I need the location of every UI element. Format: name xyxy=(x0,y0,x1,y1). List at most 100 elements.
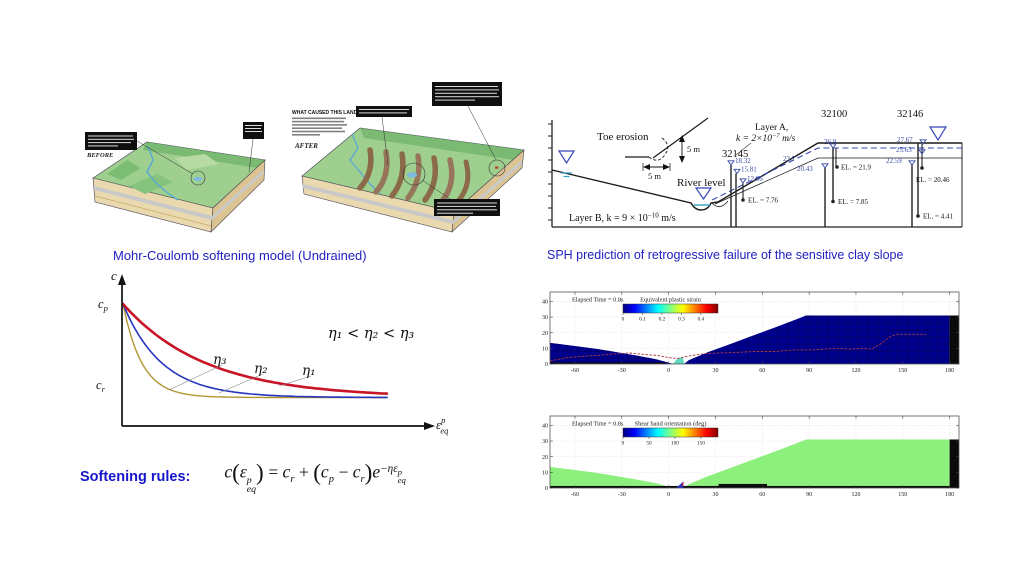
elapsed-time-label: Elapsed Time = 0.8s xyxy=(572,297,624,304)
svg-text:0: 0 xyxy=(622,441,625,447)
svg-text:90: 90 xyxy=(806,368,812,374)
after-heading: WHAT CAUSED THIS LANDSLIDE? xyxy=(292,110,375,116)
svg-text:EL. = 20.46: EL. = 20.46 xyxy=(916,176,950,184)
strata-line xyxy=(94,195,212,227)
axis-ticks xyxy=(550,416,959,489)
pond xyxy=(407,172,417,178)
svg-text:180: 180 xyxy=(945,368,954,374)
vertical-dimension-label: 5 m xyxy=(687,144,700,154)
piezometer-triangle xyxy=(908,160,916,166)
vertical-dimension-arrow xyxy=(679,135,685,163)
elapsed-time-label: Elapsed Time = 0.8s xyxy=(572,421,624,428)
svg-text:60: 60 xyxy=(759,368,765,374)
horizontal-dimension-label: 5 m xyxy=(648,171,661,181)
colorbar xyxy=(622,427,719,438)
water-table-symbol xyxy=(928,126,948,142)
sensor-tip xyxy=(916,214,920,218)
truck-highlight-circle xyxy=(488,159,506,177)
svg-text:100: 100 xyxy=(671,441,679,447)
mohr-model-title: Mohr-Coulomb softening model (Undrained) xyxy=(113,248,367,263)
eta2-label: η₂ xyxy=(254,361,268,377)
svg-text:18.32: 18.32 xyxy=(735,157,751,165)
svg-text:20: 20 xyxy=(542,455,548,461)
svg-text:26.9: 26.9 xyxy=(824,138,837,146)
svg-text:0: 0 xyxy=(545,362,548,368)
plot-border xyxy=(549,415,960,489)
curve-axes xyxy=(118,274,435,430)
gravel-layer-band-side xyxy=(212,170,263,220)
softening-rules-row: Softening rules: c(ε p eq) = cr + (cp − cr)e−ηε p… xyxy=(80,459,406,495)
water-level-symbol-left xyxy=(557,150,576,178)
colorbar-ticks: 0 50 100 150 xyxy=(622,437,705,447)
caption-leader-line xyxy=(421,179,451,200)
gravel-layer-band xyxy=(94,186,212,220)
borehole-32146: 32146 27.67 25.63 22.59 EL. = 20.46 EL. … xyxy=(886,109,953,227)
illustration-after: WHAT CAUSED THIS LANDSLIDE? AFTER xyxy=(292,72,532,242)
house-highlight-circle xyxy=(190,170,206,186)
svg-text:20: 20 xyxy=(542,331,548,337)
river-level-label: River level xyxy=(677,177,726,189)
svg-text:10: 10 xyxy=(542,347,548,353)
softening-equation: c(ε p eq) = cr + (cp − cr)e−ηε p eq xyxy=(224,459,406,496)
caption-box-left xyxy=(85,132,137,150)
svg-text:EL. = 4.41: EL. = 4.41 xyxy=(923,213,953,221)
eta1-pointer-line xyxy=(278,375,312,387)
river-level-symbol xyxy=(694,187,713,201)
caption-leader-line xyxy=(467,105,497,161)
peak-cohesion-label: cp xyxy=(98,297,108,313)
after-label: AFTER xyxy=(294,142,318,150)
svg-text:60: 60 xyxy=(759,492,765,498)
svg-text:30: 30 xyxy=(542,439,548,445)
layer-a-permeability: k = 2×10−7 m/s xyxy=(736,133,796,145)
svg-text:-30: -30 xyxy=(618,368,626,374)
svg-text:0: 0 xyxy=(667,368,670,374)
after-paragraph-blurred xyxy=(292,117,347,136)
layer-a-pointer-line xyxy=(735,142,752,156)
plot-extras xyxy=(550,439,959,488)
piezometer-triangle xyxy=(733,168,741,175)
svg-text:-60: -60 xyxy=(571,368,579,374)
truck-mark xyxy=(495,166,499,169)
piezometer-triangle xyxy=(727,160,735,166)
eta3-label: η₃ xyxy=(213,352,227,368)
cross-section-diagram: Toe erosion 5 m 5 m River level xyxy=(545,104,965,229)
house-highlight-circle xyxy=(402,162,426,186)
svg-text:15.81: 15.81 xyxy=(741,166,757,174)
field-patch xyxy=(129,174,173,194)
svg-text:EL. = 21.9: EL. = 21.9 xyxy=(841,164,871,172)
borehole-id: 32146 xyxy=(897,109,923,120)
colorbar xyxy=(622,303,719,314)
borehole-32100: 32100 26.9 23.7 20.43 EL. = 21.9 EL. = 7… xyxy=(783,109,871,227)
svg-text:30: 30 xyxy=(712,492,718,498)
svg-text:27.67: 27.67 xyxy=(897,136,913,144)
borehole-32145: 32145 18.32 15.81 12.96 EL. = 7.76 xyxy=(722,149,778,227)
borehole-id: 32145 xyxy=(722,149,748,160)
svg-text:0.1: 0.1 xyxy=(639,317,646,323)
layer-boundary-line xyxy=(714,157,962,205)
svg-text:40: 40 xyxy=(542,424,548,430)
eta-inequality-annotation: η₁ < η₂ < η₃ xyxy=(328,326,414,342)
piezometer-triangle xyxy=(821,163,829,169)
svg-text:120: 120 xyxy=(851,368,860,374)
terrain-area xyxy=(550,439,950,488)
svg-text:10: 10 xyxy=(542,471,548,477)
piezometer-triangle xyxy=(918,149,926,155)
plot-extras xyxy=(549,315,959,364)
river-line xyxy=(349,133,381,195)
terrain-texture xyxy=(550,315,950,364)
x-tick-labels: -60 -30 0 30 60 90 120 150 180 xyxy=(571,492,954,498)
toe-erosion-label: Toe erosion xyxy=(597,131,649,143)
ground-surface-line xyxy=(551,142,962,211)
svg-text:40: 40 xyxy=(542,300,548,306)
svg-text:0: 0 xyxy=(545,486,548,492)
terrain-back-band xyxy=(360,128,524,160)
caption-leader-line xyxy=(136,140,194,175)
river-line xyxy=(146,145,179,201)
svg-text:120: 120 xyxy=(851,492,860,498)
caption-box-middle xyxy=(356,106,412,117)
piezometer-triangle xyxy=(739,178,747,184)
softening-curves xyxy=(121,302,389,399)
svg-text:EL. = 7.76: EL. = 7.76 xyxy=(748,197,778,205)
layer-b-label: Layer B, k = 9 × 10−10 m/s xyxy=(569,212,676,225)
pond xyxy=(193,176,203,182)
